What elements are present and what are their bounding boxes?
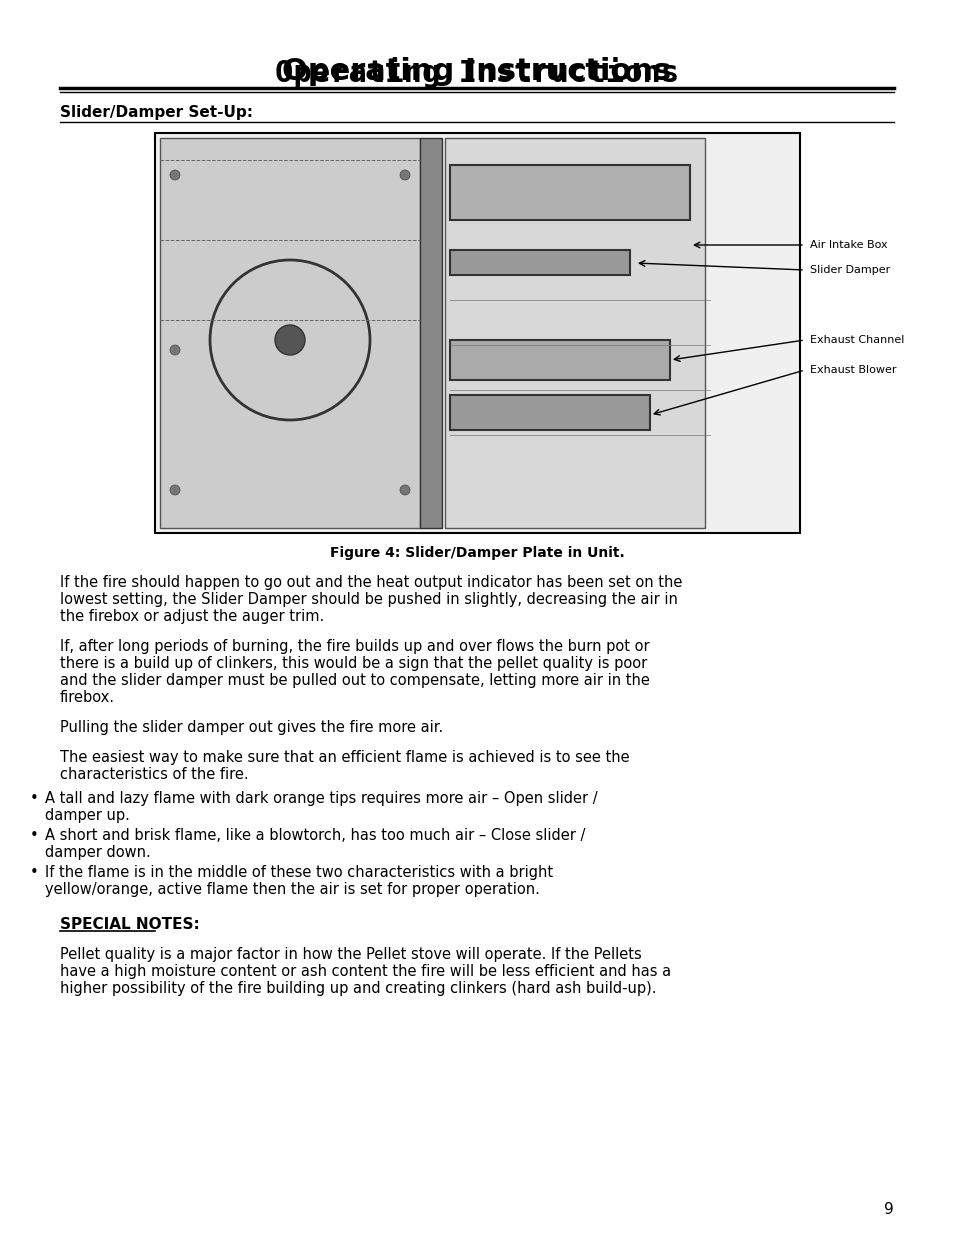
Bar xyxy=(450,340,669,380)
Text: firebox.: firebox. xyxy=(60,690,115,705)
Circle shape xyxy=(274,325,305,354)
Text: the firebox or adjust the auger trim.: the firebox or adjust the auger trim. xyxy=(60,609,324,624)
Text: have a high moisture content or ash content the fire will be less efficient and : have a high moisture content or ash cont… xyxy=(60,965,670,979)
Bar xyxy=(419,138,441,529)
Text: If the flame is in the middle of these two characteristics with a bright: If the flame is in the middle of these t… xyxy=(45,864,553,881)
Text: Operating Instructions: Operating Instructions xyxy=(282,58,671,86)
Text: yellow/orange, active flame then the air is set for proper operation.: yellow/orange, active flame then the air… xyxy=(45,882,539,897)
Text: The easiest way to make sure that an efficient flame is achieved is to see the: The easiest way to make sure that an eff… xyxy=(60,750,629,764)
Bar xyxy=(450,165,689,220)
Text: damper down.: damper down. xyxy=(45,845,151,860)
Text: A short and brisk flame, like a blowtorch, has too much air – Close slider /: A short and brisk flame, like a blowtorc… xyxy=(45,827,585,844)
Circle shape xyxy=(170,170,180,180)
Bar xyxy=(444,138,704,529)
Bar xyxy=(154,133,800,534)
Bar xyxy=(450,395,649,430)
Circle shape xyxy=(399,170,410,180)
Text: there is a build up of clinkers, this would be a sign that the pellet quality is: there is a build up of clinkers, this wo… xyxy=(60,656,646,671)
Circle shape xyxy=(170,485,180,495)
Text: •: • xyxy=(30,827,39,844)
Text: Figure 4: Slider/Damper Plate in Unit.: Figure 4: Slider/Damper Plate in Unit. xyxy=(330,546,623,559)
Text: lowest setting, the Slider Damper should be pushed in slightly, decreasing the a: lowest setting, the Slider Damper should… xyxy=(60,592,678,606)
Text: Pellet quality is a major factor in how the Pellet stove will operate. If the Pe: Pellet quality is a major factor in how … xyxy=(60,947,641,962)
Text: characteristics of the fire.: characteristics of the fire. xyxy=(60,767,249,782)
Circle shape xyxy=(170,345,180,354)
Text: SPECIAL NOTES:: SPECIAL NOTES: xyxy=(60,918,199,932)
Text: and the slider damper must be pulled out to compensate, letting more air in the: and the slider damper must be pulled out… xyxy=(60,673,649,688)
Text: •: • xyxy=(30,790,39,806)
Text: higher possibility of the fire building up and creating clinkers (hard ash build: higher possibility of the fire building … xyxy=(60,981,656,995)
Text: Air Intake Box: Air Intake Box xyxy=(809,240,886,249)
Bar xyxy=(450,249,629,275)
Text: If, after long periods of burning, the fire builds up and over flows the burn po: If, after long periods of burning, the f… xyxy=(60,638,649,655)
Text: Exhaust Blower: Exhaust Blower xyxy=(809,366,896,375)
Bar xyxy=(160,138,419,529)
Text: Slider/Damper Set-Up:: Slider/Damper Set-Up: xyxy=(60,105,253,120)
Text: 9: 9 xyxy=(883,1203,893,1218)
Circle shape xyxy=(399,485,410,495)
Text: If the fire should happen to go out and the heat output indicator has been set o: If the fire should happen to go out and … xyxy=(60,576,681,590)
Text: Slider Damper: Slider Damper xyxy=(809,266,889,275)
Text: Exhaust Channel: Exhaust Channel xyxy=(809,335,903,345)
Text: A tall and lazy flame with dark orange tips requires more air – Open slider /: A tall and lazy flame with dark orange t… xyxy=(45,790,597,806)
Text: •: • xyxy=(30,864,39,881)
Text: damper up.: damper up. xyxy=(45,808,130,823)
Text: Operating Instructions: Operating Instructions xyxy=(274,57,679,88)
Text: Pulling the slider damper out gives the fire more air.: Pulling the slider damper out gives the … xyxy=(60,720,443,735)
